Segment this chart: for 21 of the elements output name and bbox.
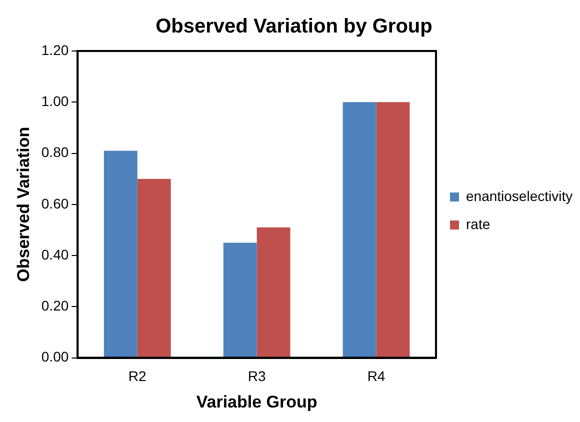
x-tick-label: R3	[248, 368, 266, 384]
legend-label: rate	[466, 216, 490, 232]
bar	[223, 242, 257, 358]
x-axis-title: Variable Group	[196, 392, 318, 412]
y-axis-title: Observed Variation	[14, 126, 33, 282]
x-tick-label: R4	[367, 368, 386, 384]
y-tick-label: 0.40	[41, 246, 69, 262]
bar	[376, 102, 410, 358]
bar	[104, 150, 138, 358]
y-tick-label: 0.60	[41, 195, 69, 212]
chart-title: Observed Variation by Group	[156, 16, 432, 38]
bar	[137, 178, 171, 358]
y-tick-label: 0.00	[41, 348, 69, 365]
legend-label: enantioselectivity	[466, 188, 573, 204]
y-tick-label: 1.20	[41, 42, 69, 58]
bar	[256, 227, 290, 358]
bar	[342, 102, 376, 358]
y-tick-label: 0.20	[41, 298, 69, 314]
x-tick-label: R2	[128, 368, 147, 384]
y-tick-label: 0.80	[41, 144, 69, 160]
y-tick-label: 1.00	[41, 92, 69, 109]
